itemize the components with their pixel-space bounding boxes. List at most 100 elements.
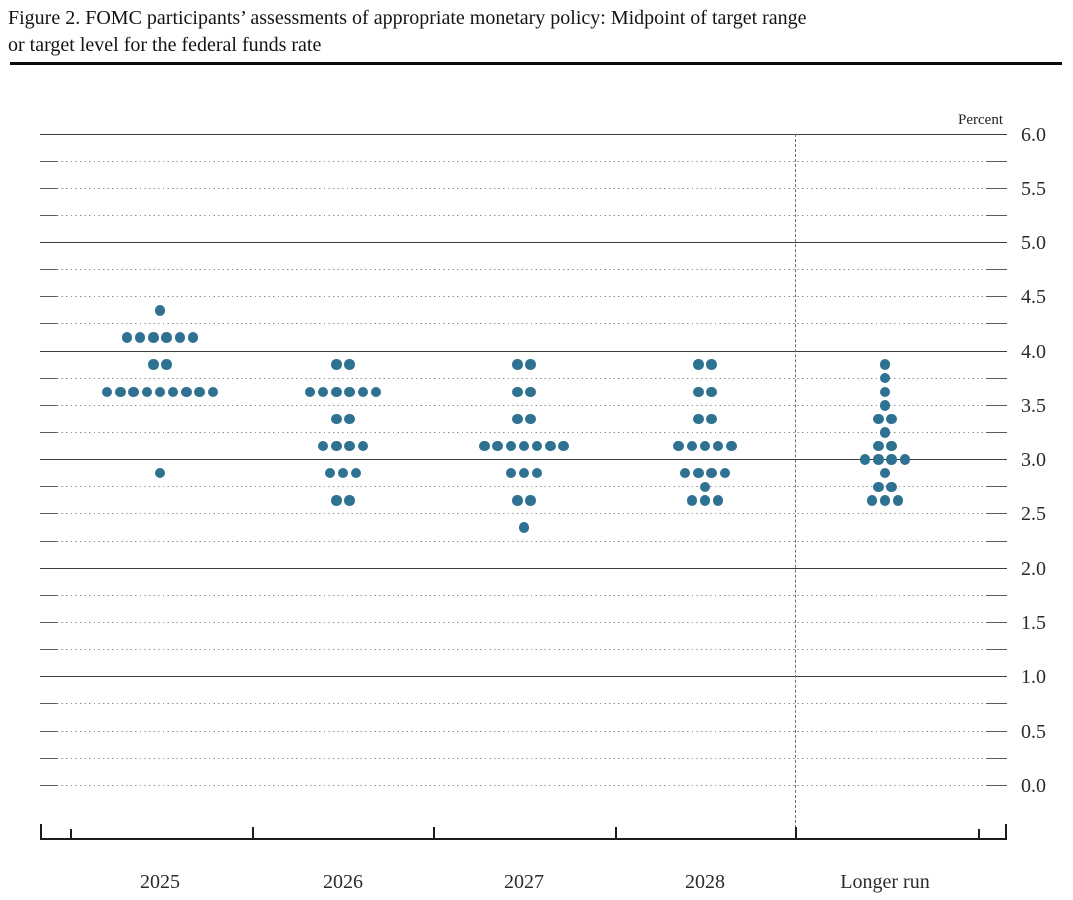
fomc-participant-dot [525,495,536,506]
y-axis-label: 5.0 [1021,232,1046,255]
y-axis-left-tick [40,160,57,162]
gridline-dotted [57,757,1003,759]
fomc-participant-dot [331,440,342,452]
fomc-participant-dot [899,454,911,465]
title-divider-rule [10,62,1062,65]
y-axis-right-tick [986,296,1007,298]
fomc-participant-dot [357,440,369,452]
fomc-participant-dot [719,467,731,479]
fomc-participant-dot [344,440,355,452]
y-axis-right-tick [986,594,1007,596]
fomc-participant-dot [512,413,523,425]
fomc-participant-dot [357,386,369,398]
gridline-dotted [57,513,1003,515]
y-axis-label: 1.5 [1021,611,1046,634]
gridline-dotted [57,187,1003,189]
gridline-dotted [57,404,1003,406]
gridline-dotted [57,160,1003,162]
fomc-participant-dot [161,332,172,343]
fomc-participant-dot [686,495,698,506]
y-axis-right-tick [986,432,1007,433]
fomc-participant-dot [344,413,355,425]
fomc-participant-dot [879,372,891,384]
y-axis-right-tick [986,486,1007,488]
x-axis-tick [433,827,435,838]
gridline-solid [40,242,1007,244]
fomc-participant-dot [699,495,711,506]
fomc-participant-dot [693,413,704,425]
fomc-participant-dot [545,440,556,452]
fomc-participant-dot [712,495,724,506]
fomc-participant-dot [331,413,342,425]
y-axis-right-tick [986,703,1007,705]
fomc-participant-dot [706,386,717,398]
gridline-solid [40,676,1007,678]
fomc-participant-dot [174,332,186,343]
y-axis-left-tick [40,703,57,705]
fomc-participant-dot [181,386,192,398]
fomc-participant-dot [699,440,711,452]
y-axis-label: 4.0 [1021,340,1046,363]
fomc-participant-dot [879,386,891,398]
fomc-participant-dot [187,332,199,343]
fomc-participant-dot [324,467,336,479]
fomc-participant-dot [892,495,904,506]
fomc-participant-dot [531,467,543,479]
x-axis-tick [978,829,980,838]
y-axis-left-tick [40,730,57,732]
fomc-participant-dot [879,400,891,411]
y-axis-left-tick [40,404,57,406]
gridline-dotted [57,323,1003,325]
fomc-participant-dot [886,440,897,452]
x-axis-category-label: 2026 [323,871,363,893]
y-axis-label: 5.5 [1021,177,1046,200]
fomc-participant-dot [154,305,166,316]
fomc-participant-dot [525,359,536,370]
fomc-participant-dot [344,386,355,398]
y-axis-right-tick [986,404,1007,406]
gridline-dotted [57,594,1003,596]
fomc-participant-dot [693,359,704,370]
gridline-dotted [57,296,1003,298]
y-axis-left-tick [40,621,57,623]
fomc-participant-dot [525,386,536,398]
fomc-participant-dot [512,359,523,370]
fomc-participant-dot [512,495,523,506]
y-axis-right-tick [986,784,1007,786]
fomc-participant-dot [525,413,536,425]
gridline-dotted [57,703,1003,705]
gridline-solid [40,350,1007,352]
x-axis-tick [40,824,42,838]
fomc-participant-dot [873,481,884,493]
fomc-participant-dot [115,386,126,398]
gridline-dotted [57,621,1003,623]
y-axis-left-tick [40,486,57,488]
gridline-dotted [57,377,1003,379]
y-axis-left-tick [40,323,57,325]
y-axis-left-tick [40,432,57,433]
fomc-participant-dot [505,467,517,479]
fomc-participant-dot [686,440,698,452]
y-axis-right-tick [986,377,1007,379]
y-axis-right-tick [986,757,1007,759]
fomc-participant-dot [337,467,349,479]
fomc-participant-dot [512,386,523,398]
gridline-dotted [57,730,1003,732]
y-axis-right-tick [986,513,1007,515]
fomc-participant-dot [531,440,543,452]
fomc-participant-dot [479,440,490,452]
fomc-participant-dot [679,467,691,479]
y-axis-left-tick [40,377,57,379]
x-axis-category-label: 2025 [140,871,180,893]
fomc-participant-dot [101,386,113,398]
gridline-solid [40,133,1007,135]
y-axis-right-tick [986,214,1007,216]
fomc-participant-dot [706,467,717,479]
fomc-participant-dot [558,440,569,452]
figure-title-line1: Figure 2. FOMC participants’ assessments… [8,7,807,29]
fomc-participant-dot [148,359,159,370]
y-axis-right-tick [986,540,1007,542]
y-axis-label: 1.0 [1021,666,1046,689]
fomc-participant-dot [693,467,704,479]
y-axis-left-tick [40,214,57,216]
